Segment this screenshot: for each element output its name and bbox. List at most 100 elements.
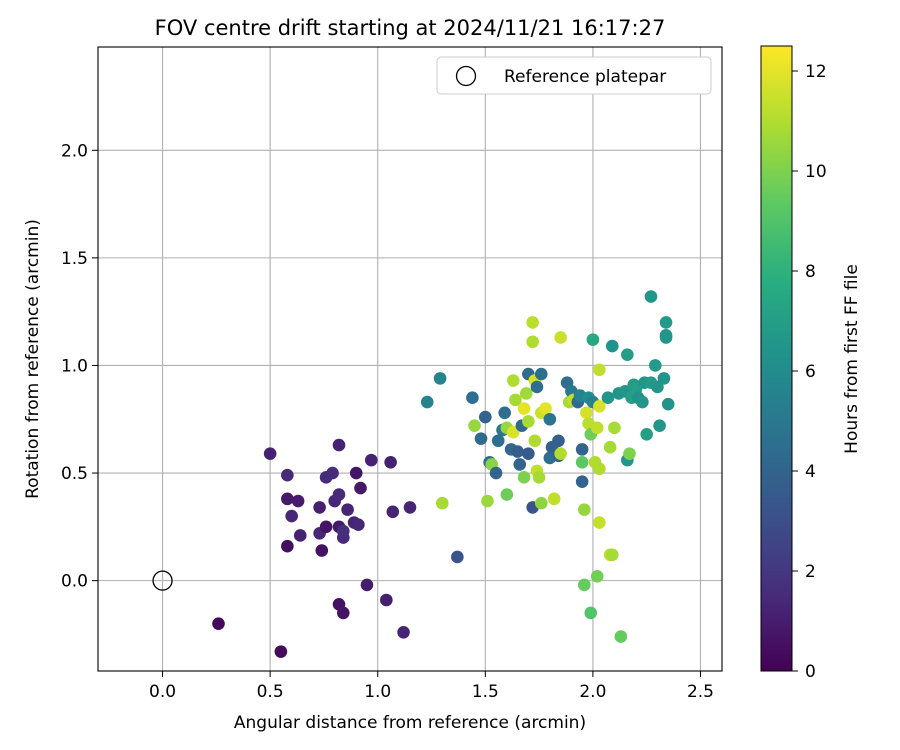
y-axis-ticks: 0.0 0.5 1.0 1.5 2.0 bbox=[61, 141, 98, 592]
legend-label: Reference platepar bbox=[504, 67, 666, 87]
data-point bbox=[608, 421, 621, 435]
data-point bbox=[580, 406, 593, 420]
data-point bbox=[577, 578, 591, 592]
data-point bbox=[657, 372, 671, 385]
reference-marker-circle bbox=[152, 570, 173, 591]
data-point bbox=[293, 529, 307, 542]
colorbar-tick-label: 0 bbox=[805, 662, 816, 682]
data-point bbox=[590, 421, 604, 435]
y-tick-label: 2.0 bbox=[61, 141, 88, 161]
data-point bbox=[403, 501, 417, 514]
data-point bbox=[384, 455, 397, 469]
data-point bbox=[605, 548, 619, 562]
data-point bbox=[509, 393, 522, 407]
data-point bbox=[605, 339, 619, 353]
data-point bbox=[648, 359, 662, 372]
x-tick-label: 1.5 bbox=[472, 682, 499, 702]
data-point bbox=[498, 406, 511, 420]
legend-box bbox=[436, 56, 712, 95]
colorbar-tick-label: 4 bbox=[805, 462, 816, 482]
data-point bbox=[593, 400, 606, 413]
x-tick-label: 0.0 bbox=[149, 682, 176, 702]
data-point bbox=[522, 447, 535, 460]
data-point bbox=[593, 363, 606, 377]
data-point bbox=[336, 524, 350, 538]
data-point bbox=[554, 331, 567, 344]
data-point bbox=[332, 488, 346, 501]
y-tick-label: 1.0 bbox=[61, 356, 88, 376]
legend: Reference platepar bbox=[436, 56, 712, 95]
data-point bbox=[479, 410, 492, 424]
data-point bbox=[285, 509, 298, 523]
data-point bbox=[644, 290, 658, 303]
data-point bbox=[506, 374, 520, 387]
data-point bbox=[577, 503, 591, 516]
data-point bbox=[517, 471, 531, 484]
colorbar-ticks: 0 2 4 6 8 10 12 bbox=[792, 62, 827, 682]
data-point bbox=[534, 367, 548, 381]
y-axis-label: Rotation from reference (arcmin) bbox=[23, 219, 43, 499]
data-point bbox=[621, 348, 634, 361]
data-point bbox=[651, 380, 664, 394]
data-point bbox=[547, 492, 561, 506]
colorbar-tick-label: 12 bbox=[805, 62, 827, 82]
data-point bbox=[539, 402, 552, 415]
data-point bbox=[291, 494, 305, 508]
data-point bbox=[623, 447, 636, 460]
data-point bbox=[575, 443, 589, 456]
colorbar-tick-label: 2 bbox=[805, 562, 816, 582]
x-tick-label: 2.5 bbox=[687, 682, 714, 702]
data-point bbox=[481, 494, 494, 508]
data-point bbox=[352, 518, 365, 531]
data-point bbox=[517, 402, 531, 415]
x-axis-ticks: 0.0 0.5 1.0 1.5 2.0 2.5 bbox=[149, 671, 714, 702]
data-point bbox=[530, 380, 544, 394]
data-point bbox=[526, 316, 539, 329]
data-point bbox=[489, 466, 503, 480]
data-point bbox=[354, 481, 367, 495]
data-point bbox=[435, 496, 449, 510]
data-point bbox=[532, 471, 546, 484]
data-point bbox=[336, 606, 350, 620]
data-point bbox=[593, 516, 606, 529]
data-point bbox=[274, 645, 288, 658]
data-point bbox=[659, 331, 673, 344]
data-point bbox=[586, 333, 600, 346]
data-point bbox=[506, 425, 520, 439]
x-tick-label: 1.0 bbox=[364, 682, 391, 702]
data-point bbox=[653, 419, 666, 433]
data-point bbox=[543, 412, 557, 426]
data-point bbox=[522, 415, 535, 428]
data-point bbox=[584, 606, 598, 620]
data-point bbox=[603, 440, 617, 454]
x-axis-label: Angular distance from reference (arcmin) bbox=[234, 713, 586, 733]
data-point bbox=[500, 488, 514, 501]
data-point bbox=[640, 428, 653, 441]
y-tick-label: 1.5 bbox=[61, 249, 88, 269]
data-point bbox=[554, 447, 567, 460]
colorbar-tick-label: 10 bbox=[805, 162, 827, 182]
data-point bbox=[466, 391, 479, 405]
y-tick-label: 0.0 bbox=[61, 572, 88, 592]
data-point bbox=[575, 455, 589, 469]
data-point bbox=[349, 466, 363, 480]
data-point bbox=[313, 501, 326, 514]
reference-point bbox=[152, 570, 173, 591]
x-tick-label: 0.5 bbox=[257, 682, 284, 702]
data-point bbox=[326, 466, 339, 480]
data-point bbox=[380, 593, 393, 607]
data-point bbox=[360, 578, 374, 592]
data-point bbox=[528, 434, 542, 448]
data-point bbox=[474, 432, 488, 445]
data-point bbox=[212, 617, 225, 630]
data-point bbox=[636, 395, 649, 409]
data-point bbox=[659, 316, 673, 329]
colorbar-gradient bbox=[760, 45, 793, 672]
data-point bbox=[614, 630, 628, 643]
data-point bbox=[397, 625, 410, 639]
data-point bbox=[319, 520, 333, 534]
data-point bbox=[575, 475, 589, 488]
data-point bbox=[593, 462, 606, 476]
data-point bbox=[281, 492, 294, 506]
data-point bbox=[281, 468, 294, 482]
